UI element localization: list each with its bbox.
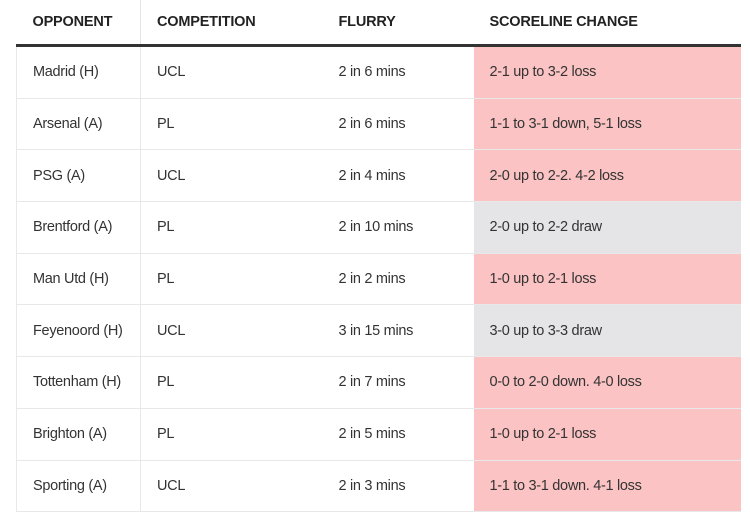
opponent-cell: Madrid (H) [16, 45, 141, 99]
table-row: Man Utd (H) PL 2 in 2 mins 1-0 up to 2-1 lo… [16, 253, 741, 306]
opponent-cell: Arsenal (A) [16, 98, 141, 151]
scoreline-cell: 3-0 up to 3-3 draw [473, 304, 741, 358]
competition-cell: PL [140, 408, 323, 461]
header-row: OPPONENT COMPETITION FLURRY SCORELINE CH… [16, 0, 741, 47]
flurry-cell: 2 in 7 mins [322, 356, 474, 409]
table-row: Brentford (A) PL 2 in 10 mins 2-0 up to 2-2… [16, 201, 741, 254]
header-scoreline-change: SCORELINE CHANGE [473, 0, 741, 47]
header-flurry: FLURRY [322, 0, 474, 47]
opponent-cell: Brighton (A) [16, 408, 141, 461]
competition-cell: PL [140, 98, 323, 151]
competition-cell: PL [140, 201, 323, 254]
table-row: Brighton (A) PL 2 in 5 mins 1-0 up to 2-1 l… [16, 408, 741, 461]
scoreline-cell: 2-1 up to 3-2 loss [473, 45, 741, 99]
flurry-cell: 2 in 3 mins [322, 460, 474, 513]
scoreline-cell: 1-1 to 3-1 down, 5-1 loss [473, 98, 741, 151]
scoreline-cell: 2-0 up to 2-2. 4-2 loss [473, 149, 741, 203]
table-row: Feyenoord (H) UCL 3 in 15 mins 3-0 up to 3-… [16, 304, 741, 358]
competition-cell: PL [140, 356, 323, 409]
competition-cell: UCL [140, 304, 323, 358]
header-competition: COMPETITION [140, 0, 323, 47]
flurry-cell: 2 in 4 mins [322, 149, 474, 203]
table-row: Madrid (H) UCL 2 in 6 mins 2-1 up to 3-2 lo… [16, 45, 741, 99]
flurry-cell: 2 in 6 mins [322, 98, 474, 151]
competition-cell: UCL [140, 460, 323, 513]
results-table: OPPONENT COMPETITION FLURRY SCORELINE CH… [16, 0, 741, 513]
table-row: Tottenham (H) PL 2 in 7 mins 0-0 to 2-0 dow… [16, 356, 741, 409]
scoreline-cell: 1-0 up to 2-1 loss [473, 253, 741, 306]
competition-cell: UCL [140, 45, 323, 99]
competition-cell: PL [140, 253, 323, 306]
scoreline-cell: 2-0 up to 2-2 draw [473, 201, 741, 254]
flurry-cell: 2 in 10 mins [322, 201, 474, 254]
flurry-cell: 2 in 5 mins [322, 408, 474, 461]
scoreline-cell: 1-0 up to 2-1 loss [473, 408, 741, 461]
table-row: Arsenal (A) PL 2 in 6 mins 1-1 to 3-1 down,… [16, 98, 741, 151]
opponent-cell: Sporting (A) [16, 460, 141, 513]
flurry-cell: 2 in 2 mins [322, 253, 474, 306]
flurry-cell: 3 in 15 mins [322, 304, 474, 358]
opponent-cell: PSG (A) [16, 149, 141, 203]
opponent-cell: Tottenham (H) [16, 356, 141, 409]
scoreline-cell: 1-1 to 3-1 down. 4-1 loss [473, 460, 741, 513]
table-row: Sporting (A) UCL 2 in 3 mins 1-1 to 3-1 dow… [16, 460, 741, 513]
competition-cell: UCL [140, 149, 323, 203]
opponent-cell: Brentford (A) [16, 201, 141, 254]
scoreline-cell: 0-0 to 2-0 down. 4-0 loss [473, 356, 741, 409]
opponent-cell: Feyenoord (H) [16, 304, 141, 358]
flurry-cell: 2 in 6 mins [322, 45, 474, 99]
header-opponent: OPPONENT [16, 0, 141, 47]
opponent-cell: Man Utd (H) [16, 253, 141, 306]
table-row: PSG (A) UCL 2 in 4 mins 2-0 up to 2-2. 4-2 … [16, 149, 741, 203]
